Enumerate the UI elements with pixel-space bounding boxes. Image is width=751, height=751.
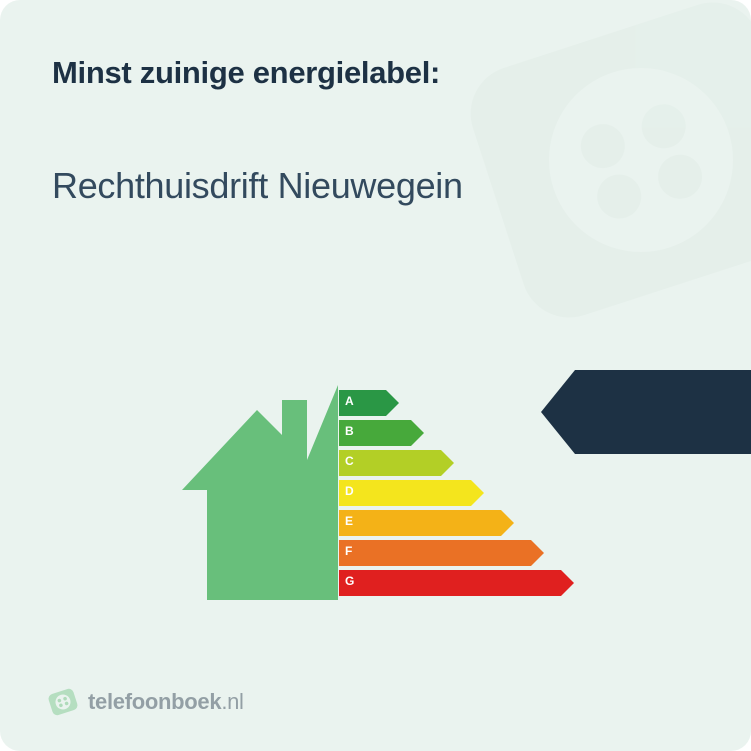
bar-label: G xyxy=(345,574,354,588)
rating-badge: C xyxy=(541,370,751,454)
bar-label: E xyxy=(345,514,353,528)
house-icon xyxy=(172,380,342,605)
energy-bar-row: C xyxy=(339,450,574,476)
bar-shape xyxy=(339,450,454,476)
brand-text: telefoonboek.nl xyxy=(88,689,244,715)
brand-name-light: .nl xyxy=(221,689,243,714)
footer-brand: telefoonboek.nl xyxy=(48,687,244,717)
energy-label-card: Minst zuinige energielabel: Rechthuisdri… xyxy=(0,0,751,751)
location-subtitle: Rechthuisdrift Nieuwegein xyxy=(52,165,463,207)
energy-bar-row: A xyxy=(339,390,574,416)
energy-bar-row: G xyxy=(339,570,574,596)
bar-label: F xyxy=(345,544,352,558)
badge-shape xyxy=(541,370,751,454)
energy-bar-row: E xyxy=(339,510,574,536)
background-decoration xyxy=(431,0,751,370)
bar-label: C xyxy=(345,454,354,468)
page-title: Minst zuinige energielabel: xyxy=(52,55,440,91)
energy-bar-row: F xyxy=(339,540,574,566)
brand-icon xyxy=(44,683,82,721)
bar-shape xyxy=(339,540,544,566)
energy-bar-row: D xyxy=(339,480,574,506)
bar-shape xyxy=(339,570,574,596)
energy-bar-row: B xyxy=(339,420,574,446)
bar-shape xyxy=(339,480,484,506)
energy-chart: A B C D E F G xyxy=(172,380,572,610)
bar-label: D xyxy=(345,484,354,498)
bar-label: B xyxy=(345,424,354,438)
brand-name-bold: telefoonboek xyxy=(88,689,221,714)
bar-shape xyxy=(339,510,514,536)
energy-bars: A B C D E F G xyxy=(339,390,574,600)
bar-label: A xyxy=(345,394,354,408)
